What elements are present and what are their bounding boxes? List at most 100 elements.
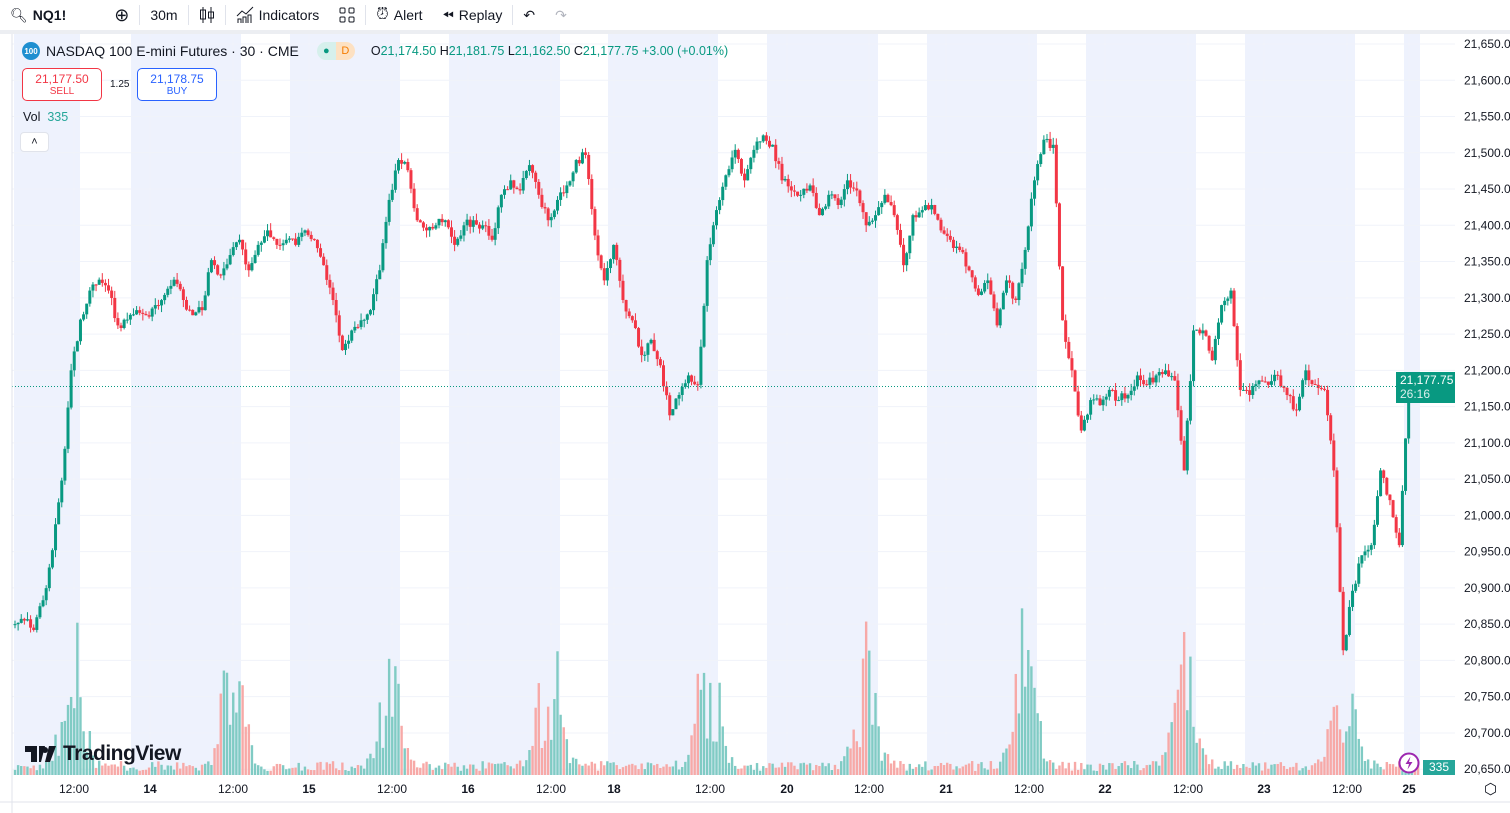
volume-bar — [699, 689, 703, 775]
candle-body — [262, 236, 266, 243]
candle-body — [225, 264, 229, 269]
volume-bar — [606, 761, 609, 775]
sell-button[interactable]: 21,177.50 SELL — [22, 68, 102, 101]
market-status-pill[interactable]: ● D — [316, 42, 355, 60]
candle-body — [1167, 370, 1171, 377]
undo-button[interactable]: ↶ — [513, 0, 545, 30]
collapse-legend-button[interactable]: ˄ — [20, 132, 49, 152]
volume-bar — [970, 761, 974, 775]
buy-button[interactable]: 21,178.75 BUY — [137, 68, 217, 101]
redo-button[interactable]: ↷ — [545, 0, 577, 30]
candle-body — [743, 173, 747, 181]
candle-body — [1070, 358, 1074, 371]
alert-button[interactable]: ⏰︎ Alert — [376, 6, 423, 23]
price-chart[interactable]: 21,650.0 21,600.0 21,550.0 21,500.0 21,450.0… — [0, 34, 1510, 813]
candle-body — [1089, 400, 1093, 415]
volume-bar — [1304, 766, 1307, 775]
volume-bar — [1186, 710, 1189, 775]
templates-button[interactable] — [329, 0, 365, 30]
candle-body — [1235, 326, 1239, 361]
candle-body — [1151, 377, 1155, 383]
time-tick-label: 22 — [1098, 782, 1112, 796]
candle-body — [440, 218, 444, 223]
volume-bar — [643, 769, 646, 775]
candle-body — [390, 189, 394, 200]
volume-bar — [746, 765, 749, 775]
grid-icon — [339, 7, 355, 23]
candle-body — [85, 303, 89, 315]
candle-body — [958, 246, 962, 250]
candle-body — [783, 178, 787, 181]
tradingview-logo[interactable]: TradingView — [25, 742, 181, 766]
volume-bar — [1083, 769, 1086, 775]
volume-bar — [1292, 766, 1295, 775]
volume-bar — [1036, 713, 1039, 775]
interval-button[interactable]: 30m — [150, 7, 178, 23]
volume-bar — [369, 753, 372, 775]
volume-bar — [877, 726, 880, 775]
candle-body — [25, 619, 29, 621]
settings-gear-icon[interactable]: ⬡ — [1484, 781, 1498, 798]
candle-body — [431, 226, 435, 229]
candle-body — [951, 239, 955, 249]
candle-body — [955, 246, 959, 249]
volume-bar — [818, 766, 821, 775]
candle-body — [241, 239, 245, 250]
volume-bar — [356, 764, 360, 775]
candle-body — [1001, 292, 1005, 310]
chart-type-button[interactable] — [189, 0, 225, 30]
volume-bar — [543, 740, 547, 775]
candle-body — [1269, 381, 1273, 385]
candle-body — [658, 359, 662, 366]
volume-bar — [787, 762, 790, 775]
volume-bar — [889, 763, 893, 775]
symbol-title[interactable]: NASDAQ 100 E-mini Futures · 30 · CME — [46, 43, 299, 59]
candle-body — [290, 238, 294, 240]
candle-body — [920, 210, 924, 213]
symbol-search-button[interactable]: 🔍︎ NQ1! — [10, 6, 67, 24]
volume-bar — [559, 714, 562, 775]
volume-bar — [509, 766, 512, 775]
lightning-icon[interactable] — [1398, 752, 1420, 774]
replay-button[interactable]: ⏪︎ Replay — [442, 6, 503, 24]
volume-bar — [94, 767, 98, 775]
volume-bar — [709, 682, 712, 775]
candle-body — [1294, 409, 1298, 411]
candle-body — [368, 310, 372, 315]
volume-bar — [1045, 761, 1049, 775]
price-tick-label: 21,300.0 — [1464, 291, 1510, 305]
volume-bar — [868, 650, 871, 775]
candle-body — [1282, 386, 1286, 388]
candle-body — [521, 178, 525, 191]
candle-body — [1360, 555, 1364, 564]
candle-body — [715, 210, 718, 226]
volume-bar — [902, 763, 905, 775]
candle-body — [1273, 374, 1277, 382]
volume-bar — [1170, 722, 1173, 775]
candle-body — [615, 244, 619, 260]
volume-bar — [659, 767, 662, 775]
candle-body — [1114, 390, 1118, 401]
volume-bar — [705, 738, 709, 775]
candle-body — [836, 198, 840, 205]
volume-bar — [338, 770, 341, 775]
delayed-badge: D — [335, 42, 355, 60]
candle-body — [858, 190, 862, 204]
volume-bar — [1248, 767, 1251, 775]
indicators-button[interactable]: Indicators — [226, 0, 330, 30]
volume-bar — [631, 763, 634, 775]
volume-bar — [1055, 768, 1058, 775]
session-band — [1404, 34, 1420, 775]
candle-body — [406, 161, 410, 171]
time-tick-label: 12:00 — [1173, 782, 1203, 796]
candle-body — [649, 339, 653, 344]
candle-body — [281, 243, 285, 246]
compare-symbol-button[interactable]: ⊕ — [104, 0, 139, 30]
volume-bar — [849, 748, 852, 775]
volume-bar — [397, 683, 400, 775]
candle-body — [449, 227, 453, 237]
volume-bar — [752, 769, 756, 775]
volume-bar — [331, 761, 335, 775]
volume-bar — [737, 768, 740, 775]
volume-bar — [556, 651, 559, 775]
